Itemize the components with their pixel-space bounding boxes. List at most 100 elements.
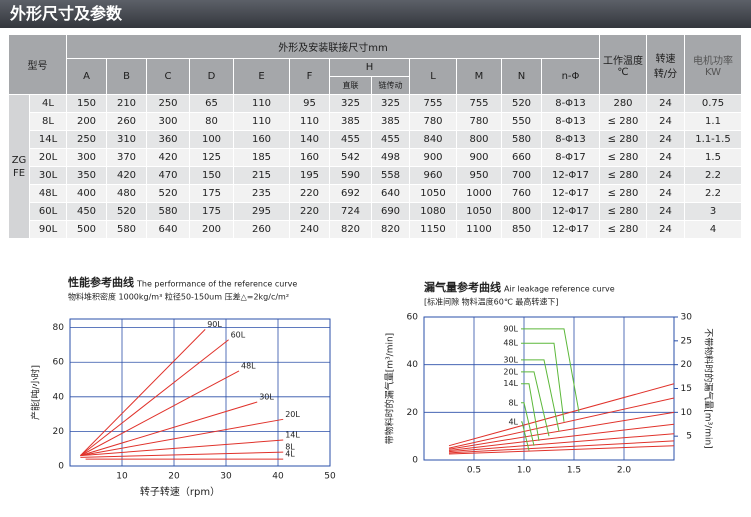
series-label: 48L [241, 361, 256, 370]
table-cell: 160 [289, 148, 330, 167]
table-cell: 950 [456, 166, 502, 185]
table-cell: 250 [66, 130, 107, 149]
table-cell: 455 [371, 130, 410, 149]
table-cell: 12-Φ17 [541, 184, 600, 203]
x-tick-label: 40 [272, 472, 284, 482]
table-cell: 760 [501, 184, 542, 203]
line-series [448, 383, 675, 447]
table-cell: 8-Φ17 [541, 148, 600, 167]
table-cell: 350 [66, 166, 107, 185]
y-tick-label: 40 [407, 360, 419, 370]
table-cell: 4L [29, 94, 67, 113]
table-cell: 300 [146, 112, 190, 131]
series-label: 48L [503, 339, 518, 348]
line-series [80, 401, 258, 457]
header-cell: D [189, 58, 234, 95]
table-cell: 295 [233, 202, 290, 221]
table-cell: 400 [66, 184, 107, 203]
page-title: 外形尺寸及参数 [10, 4, 123, 23]
table-cell: 220 [289, 184, 330, 203]
table-cell: 24 [646, 148, 685, 167]
series-label: 4L [285, 450, 295, 459]
table-cell: 800 [501, 202, 542, 221]
table-cell: 520 [501, 94, 542, 113]
x-tick-label: 30 [220, 472, 232, 482]
header-cell: 直联 [329, 76, 372, 95]
title-bar: 外形尺寸及参数 [0, 0, 751, 28]
table-cell: 640 [146, 220, 190, 239]
line-series [80, 439, 284, 457]
line-series [521, 371, 550, 437]
header-cell: C [146, 58, 190, 95]
series-label: 60L [231, 330, 246, 339]
y-tick-label: 60 [53, 358, 65, 368]
table-cell: 724 [329, 202, 372, 221]
table-cell: 385 [371, 112, 410, 131]
table-cell: 260 [233, 220, 290, 239]
table-cell: 755 [456, 94, 502, 113]
table-cell: 542 [329, 148, 372, 167]
y-axis-label: 带物料时的漏气量[m³/min] [384, 333, 396, 444]
table-cell: 780 [456, 112, 502, 131]
table-cell: 850 [501, 220, 542, 239]
x-tick-label: 0.5 [467, 466, 481, 476]
table-cell: 690 [371, 202, 410, 221]
y2-tick-label: 25 [681, 336, 692, 346]
series-label: 14L [503, 379, 518, 388]
table-cell: 755 [409, 94, 457, 113]
line-series [80, 418, 284, 457]
table-cell: 1.1-1.5 [684, 130, 742, 149]
table-cell: 1050 [456, 202, 502, 221]
table-cell: 150 [189, 166, 234, 185]
y-tick-label: 20 [407, 408, 419, 418]
table-cell: 110 [233, 94, 290, 113]
table-cell: 420 [146, 148, 190, 167]
y2-tick-label: 10 [681, 408, 693, 418]
line-series [521, 383, 540, 442]
y-tick-label: 80 [53, 323, 65, 333]
table-cell: 80 [189, 112, 234, 131]
header-cell: 型号 [8, 34, 67, 95]
table-cell: 235 [233, 184, 290, 203]
table-row: ZGFE 4L 150 210 250 65 110 95 325 325 755 755 520 8-Φ… [8, 94, 742, 239]
y2-axis-label: 不带物料时的漏气量[m³/min] [703, 328, 715, 448]
header-cell: 链传动 [371, 76, 410, 95]
header-cell: 转速 转/分 [646, 34, 685, 95]
line-series [521, 342, 565, 422]
chart-subtitle: [标准间隙 物料温度60℃ 最高转速下] [424, 297, 559, 307]
table-cell: 3 [684, 202, 742, 221]
series-label: 8L [508, 398, 518, 407]
table-cell: 90L [29, 220, 67, 239]
table-cell: 498 [371, 148, 410, 167]
table-cell: ≤ 280 [599, 220, 647, 239]
table-cell: 550 [501, 112, 542, 131]
table-cell: 455 [329, 130, 372, 149]
chart-subtitle: 物料堆积密度 1000kg/m³ 粒径50-150um 压差△=2kg/c/m² [68, 292, 289, 302]
x-tick-label: 2.0 [617, 466, 632, 476]
table-cell: 60L [29, 202, 67, 221]
table-cell: 470 [146, 166, 190, 185]
table-cell: 24 [646, 130, 685, 149]
table-cell: 12-Φ17 [541, 220, 600, 239]
table-cell: 12-Φ17 [541, 166, 600, 185]
table-cell: 1.5 [684, 148, 742, 167]
header-cell: n-Φ [541, 58, 600, 95]
line-series [448, 445, 675, 455]
table-cell: 240 [289, 220, 330, 239]
y-tick-label: 60 [407, 313, 419, 323]
table-cell: 800 [456, 130, 502, 149]
table-cell: 24 [646, 184, 685, 203]
table-cell: 480 [106, 184, 147, 203]
table-cell: 250 [146, 94, 190, 113]
header-cell: A [66, 58, 107, 95]
table-cell: 110 [233, 112, 290, 131]
series-label: 90L [207, 320, 222, 329]
table-cell: 660 [501, 148, 542, 167]
header-cell: N [501, 58, 542, 95]
series-label: 4L [508, 417, 518, 426]
table-cell: 590 [329, 166, 372, 185]
y-tick-label: 20 [53, 427, 65, 437]
table-cell: 520 [146, 184, 190, 203]
table-row: 60L 450 520 580 175 295 220 724 690 1080 1050 800 12… [9, 202, 742, 221]
table-cell: 500 [66, 220, 107, 239]
